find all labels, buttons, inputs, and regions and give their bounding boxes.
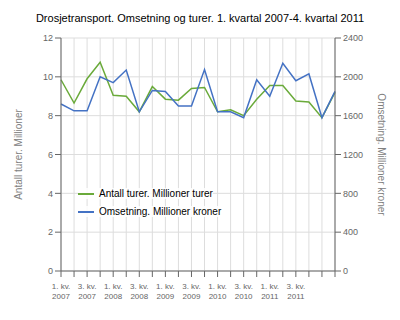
html-text:Drosjetransport. Omsetning og: Drosjetransport. Omsetning og turer. 1. … <box>35 12 365 24</box>
svg-text:1200: 1200 <box>343 150 363 160</box>
svg-text:Omsetning. Millioner kroner: Omsetning. Millioner kroner <box>376 93 387 216</box>
svg-text:3. kv.2008: 3. kv.2008 <box>130 282 149 301</box>
svg-text:2: 2 <box>48 227 53 237</box>
html-text:Omsetning. Millioner kroner: Omsetning. Millioner kroner <box>99 206 222 217</box>
svg-text:3. kv.2010: 3. kv.2010 <box>234 282 253 301</box>
svg-text:0: 0 <box>48 266 53 276</box>
svg-text:1. kv.2008: 1. kv.2008 <box>104 282 123 301</box>
svg-text:8: 8 <box>48 111 53 121</box>
svg-text:1. kv.2011: 1. kv.2011 <box>260 282 279 301</box>
svg-text:3. kv.2009: 3. kv.2009 <box>182 282 201 301</box>
html-text:Antall turer. Millioner turer: Antall turer. Millioner turer <box>99 188 213 199</box>
svg-text:6: 6 <box>48 150 53 160</box>
svg-text:1600: 1600 <box>343 111 363 121</box>
svg-text:4: 4 <box>48 189 53 199</box>
svg-text:1. kv.2009: 1. kv.2009 <box>156 282 175 301</box>
svg-text:Antall turer. Millioner: Antall turer. Millioner <box>13 109 24 200</box>
svg-text:1. kv.2007: 1. kv.2007 <box>52 282 71 301</box>
svg-text:400: 400 <box>343 227 358 237</box>
svg-text:1. kv.2010: 1. kv.2010 <box>208 282 227 301</box>
svg-text:12: 12 <box>43 33 53 43</box>
svg-text:10: 10 <box>43 72 53 82</box>
svg-text:3. kv.2007: 3. kv.2007 <box>78 282 97 301</box>
svg-text:2400: 2400 <box>343 33 363 43</box>
svg-text:2000: 2000 <box>343 72 363 82</box>
svg-text:800: 800 <box>343 189 358 199</box>
svg-text:0: 0 <box>343 266 348 276</box>
svg-text:3. kv.2011: 3. kv.2011 <box>287 282 306 301</box>
